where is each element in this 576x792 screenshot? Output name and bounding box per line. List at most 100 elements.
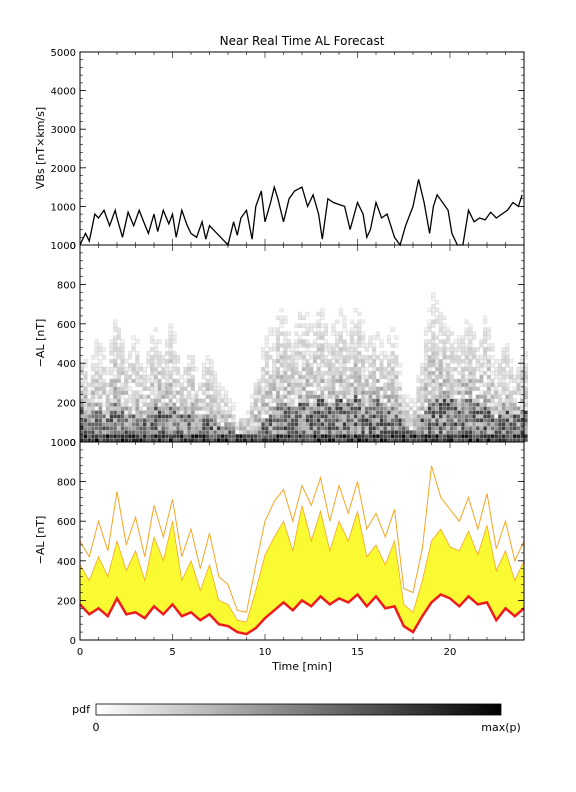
pdf-cell bbox=[120, 382, 125, 387]
pdf-cell bbox=[105, 433, 110, 439]
y-tick-label: 800 bbox=[57, 478, 76, 489]
pdf-cell bbox=[472, 335, 477, 340]
pdf-cell bbox=[127, 378, 132, 384]
pdf-cell bbox=[257, 394, 262, 399]
pdf-cell bbox=[490, 406, 495, 411]
pdf-cell bbox=[139, 437, 144, 443]
pdf-cell bbox=[386, 402, 391, 407]
pdf-cell bbox=[124, 414, 129, 419]
pdf-cell bbox=[131, 378, 136, 384]
y-tick-label: 200 bbox=[57, 399, 76, 410]
pdf-cell bbox=[146, 355, 151, 360]
pdf-cell bbox=[105, 406, 110, 411]
pdf-cell bbox=[146, 378, 151, 384]
pdf-cell bbox=[79, 422, 84, 427]
pdf-cell bbox=[435, 351, 440, 356]
pdf-cell bbox=[327, 422, 332, 427]
pdf-cell bbox=[361, 410, 366, 415]
pdf-cell bbox=[505, 406, 510, 411]
pdf-cell bbox=[472, 414, 477, 419]
pdf-cell bbox=[305, 437, 310, 443]
pdf-cell bbox=[283, 394, 288, 399]
pdf-cell bbox=[398, 402, 403, 407]
pdf-cell bbox=[264, 390, 269, 395]
pdf-cell bbox=[509, 410, 514, 415]
pdf-cell bbox=[172, 366, 177, 372]
pdf-cell bbox=[357, 323, 362, 328]
pdf-cell bbox=[305, 351, 310, 356]
pdf-cell bbox=[335, 390, 340, 395]
pdf-cell bbox=[146, 410, 151, 415]
pdf-cell bbox=[224, 422, 229, 427]
pdf-cell bbox=[394, 374, 399, 380]
pdf-cell bbox=[94, 414, 99, 419]
pdf-cell bbox=[379, 394, 384, 399]
pdf-cell bbox=[94, 433, 99, 439]
pdf-cell bbox=[201, 426, 206, 431]
pdf-cell bbox=[90, 355, 95, 360]
pdf-cell bbox=[216, 402, 221, 407]
pdf-cell bbox=[190, 433, 195, 439]
pdf-cell bbox=[102, 382, 107, 387]
pdf-cell bbox=[312, 378, 317, 384]
pdf-cell bbox=[423, 359, 428, 364]
pdf-cell bbox=[87, 382, 92, 387]
pdf-cell bbox=[83, 363, 88, 368]
pdf-cell bbox=[90, 398, 95, 403]
pdf-cell bbox=[509, 433, 514, 439]
pdf-cell bbox=[501, 378, 506, 384]
pdf-cell bbox=[205, 355, 210, 360]
pdf-cell bbox=[105, 366, 110, 372]
pdf-cell bbox=[394, 398, 399, 403]
pdf-cell bbox=[479, 378, 484, 384]
pdf-cell bbox=[294, 426, 299, 431]
pdf-cell bbox=[172, 406, 177, 411]
pdf-cell bbox=[127, 422, 132, 427]
pdf-cell bbox=[435, 347, 440, 352]
pdf-cell bbox=[261, 390, 266, 395]
pdf-cell bbox=[312, 402, 317, 407]
pdf-cell bbox=[102, 410, 107, 415]
y-tick-label: 5000 bbox=[51, 48, 76, 59]
pdf-cell bbox=[368, 426, 373, 431]
pdf-cell bbox=[338, 398, 343, 403]
pdf-cell bbox=[486, 402, 491, 407]
pdf-cell bbox=[324, 378, 329, 384]
pdf-cell bbox=[98, 366, 103, 372]
pdf-cell bbox=[438, 406, 443, 411]
pdf-cell bbox=[150, 437, 155, 443]
pdf-cell bbox=[346, 402, 351, 407]
pdf-cell bbox=[468, 339, 473, 344]
pdf-cell bbox=[124, 382, 129, 387]
pdf-cell bbox=[464, 406, 469, 411]
pdf-cell bbox=[305, 339, 310, 344]
pdf-cell bbox=[275, 370, 280, 376]
pdf-cell bbox=[261, 355, 266, 360]
pdf-cell bbox=[368, 339, 373, 344]
pdf-cell bbox=[90, 394, 95, 399]
pdf-cell bbox=[383, 426, 388, 431]
pdf-cell bbox=[90, 437, 95, 443]
pdf-cell bbox=[131, 335, 136, 340]
pdf-cell bbox=[105, 382, 110, 387]
pdf-cell bbox=[290, 410, 295, 415]
pdf-cell bbox=[320, 359, 325, 364]
pdf-cell bbox=[157, 339, 162, 344]
pdf-cell bbox=[486, 386, 491, 391]
pdf-cell bbox=[497, 422, 502, 427]
pdf-cell bbox=[264, 363, 269, 368]
pdf-cell bbox=[342, 366, 347, 372]
pdf-cell bbox=[427, 382, 432, 387]
pdf-cell bbox=[446, 406, 451, 411]
pdf-cell bbox=[198, 418, 203, 423]
pdf-cell bbox=[264, 359, 269, 364]
pdf-cell bbox=[290, 370, 295, 376]
pdf-cell bbox=[427, 343, 432, 348]
pdf-cell bbox=[398, 394, 403, 399]
pdf-cell bbox=[287, 343, 292, 348]
pdf-cell bbox=[401, 422, 406, 427]
pdf-cell bbox=[438, 327, 443, 332]
pdf-cell bbox=[475, 430, 480, 435]
pdf-cell bbox=[298, 315, 303, 321]
